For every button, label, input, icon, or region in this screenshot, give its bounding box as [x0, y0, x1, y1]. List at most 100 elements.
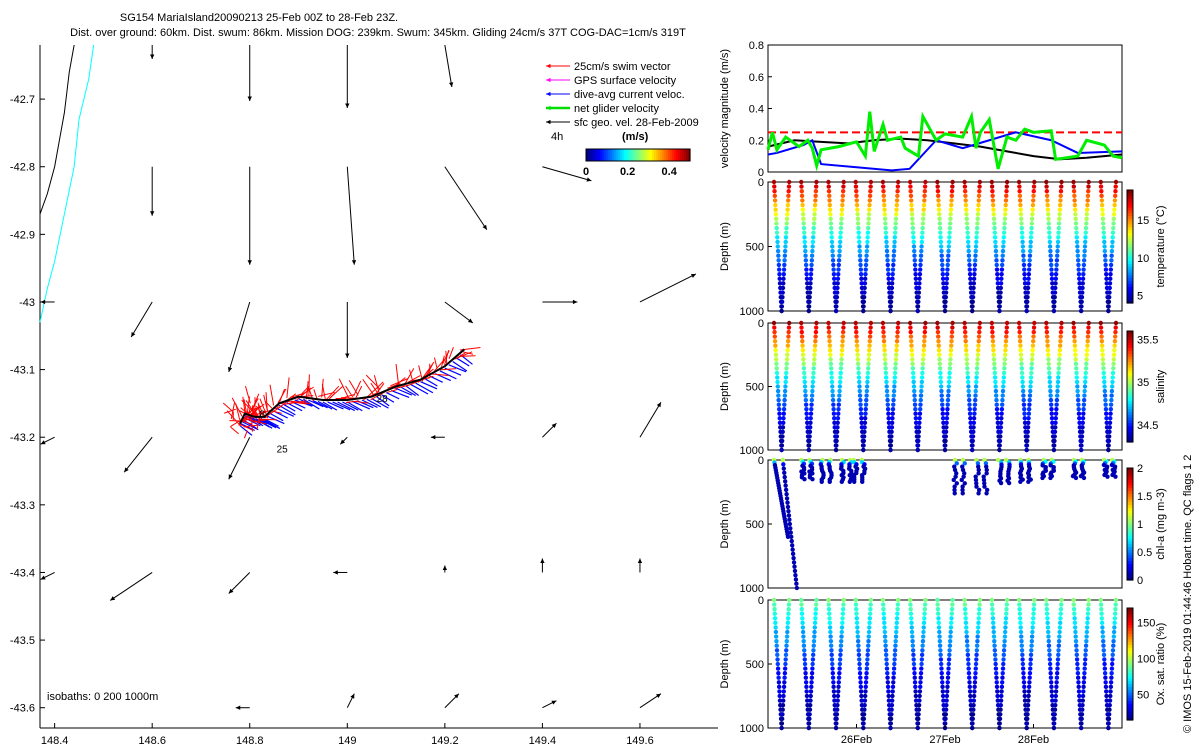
- oxygen-sample: [939, 675, 945, 680]
- salinity-colorbar-cell: [1127, 339, 1133, 343]
- temperature-sample: [1099, 198, 1105, 203]
- oxygen-sample: [1027, 670, 1033, 676]
- oxygen-sample: [801, 638, 806, 644]
- temperature-sample: [786, 184, 792, 189]
- oxygen-sample: [889, 698, 895, 703]
- oxygen-sample: [883, 643, 888, 648]
- temperature-sample: [1102, 248, 1108, 254]
- colorbar-cell: [628, 149, 631, 161]
- oxygen-colorbar-cell: [1127, 706, 1133, 710]
- salinity-colorbar-cell: [1127, 336, 1133, 340]
- oxygen-sample: [774, 638, 779, 644]
- temperature-sample: [1081, 267, 1086, 272]
- temperature-sample: [1098, 184, 1104, 189]
- temperature-colorbar-cell: [1127, 204, 1133, 208]
- oxygen-sample: [1100, 625, 1105, 630]
- oxygen-y-tick-label: 0: [758, 595, 764, 607]
- colorbar-cell: [674, 149, 677, 161]
- temperature-sample: [962, 179, 967, 185]
- swim-vector: [394, 384, 409, 390]
- oxygen-sample: [971, 707, 976, 712]
- salinity-sample: [1045, 343, 1050, 348]
- salinity-sample: [863, 406, 868, 412]
- oxygen-sample: [1049, 693, 1055, 699]
- temperature-sample: [976, 198, 981, 203]
- salinity-sample: [967, 397, 972, 403]
- sfc-geo-vector-head: [448, 82, 454, 87]
- legend-arrow-head: [546, 77, 551, 83]
- salinity-sample: [1053, 420, 1058, 425]
- temperature-sample: [922, 189, 928, 194]
- oxygen-sample: [800, 629, 806, 635]
- dac-vector: [282, 403, 296, 412]
- oxygen-sample: [853, 597, 858, 603]
- dac-vector: [386, 392, 400, 400]
- salinity-sample: [1046, 352, 1051, 357]
- oxygen-sample: [907, 597, 913, 603]
- chlorophyll-sample: [998, 480, 1004, 486]
- temperature-sample: [890, 267, 896, 272]
- oxygen-sample: [802, 648, 807, 653]
- temperature-sample: [807, 299, 812, 304]
- temperature-sample: [948, 207, 954, 212]
- oxygen-sample: [886, 689, 891, 694]
- oxygen-sample: [1028, 661, 1033, 667]
- salinity-sample: [841, 320, 846, 326]
- oxygen-sample: [1111, 629, 1117, 635]
- oxygen-sample: [1054, 680, 1059, 685]
- temperature-sample: [1049, 267, 1054, 272]
- chlorophyll-colorbar-cell: [1127, 468, 1133, 472]
- oxygen-sample: [973, 670, 978, 676]
- temperature-sample: [1046, 216, 1051, 222]
- salinity-sample: [962, 329, 968, 335]
- salinity-sample: [776, 393, 781, 398]
- oxygen-sample: [800, 625, 806, 630]
- oxygen-sample: [918, 670, 924, 676]
- salinity-sample: [804, 406, 809, 412]
- oxygen-sample: [776, 680, 782, 685]
- salinity-sample: [1025, 438, 1030, 444]
- oxygen-sample: [777, 693, 782, 699]
- temperature-sample: [840, 193, 846, 199]
- temperature-sample: [999, 271, 1004, 277]
- salinity-sample: [1057, 357, 1062, 362]
- salinity-sample: [840, 343, 845, 348]
- oxygen-sample: [964, 629, 969, 635]
- colorbar-cell: [656, 149, 659, 161]
- temperature-sample: [892, 244, 897, 249]
- salinity-sample: [919, 384, 924, 389]
- temperature-sample: [909, 212, 915, 217]
- salinity-sample: [1002, 366, 1007, 371]
- oxygen-sample: [918, 684, 923, 690]
- chlorophyll-sample: [982, 481, 987, 486]
- salinity-sample: [1048, 393, 1053, 398]
- chlorophyll-sample: [1113, 474, 1118, 479]
- oxygen-sample: [805, 698, 810, 703]
- salinity-sample: [1031, 329, 1036, 335]
- temperature-sample: [1085, 198, 1090, 203]
- sfc-geo-vector-head: [572, 299, 578, 305]
- chlorophyll-sample: [982, 484, 987, 489]
- salinity-sample: [867, 343, 872, 348]
- temperature-sample: [1028, 248, 1033, 254]
- oxygen-sample: [834, 712, 840, 717]
- temperature-colorbar-cell: [1127, 297, 1133, 301]
- oxygen-sample: [783, 657, 788, 662]
- swim-vector: [387, 389, 398, 393]
- temperature-sample: [1111, 216, 1117, 222]
- temperature-sample: [1053, 271, 1059, 277]
- temperature-sample: [1026, 276, 1031, 281]
- oxygen-sample: [830, 675, 836, 680]
- salinity-colorbar-cell: [1127, 433, 1133, 438]
- oxygen-sample: [916, 702, 922, 708]
- temperature-sample: [1056, 230, 1061, 235]
- oxygen-sample: [968, 693, 973, 699]
- temperature-sample: [1001, 239, 1006, 245]
- sfc-geo-vector-head: [333, 570, 338, 575]
- temperature-sample: [1083, 230, 1088, 235]
- salinity-sample: [977, 320, 983, 326]
- salinity-sample: [993, 384, 998, 389]
- legend-entry-label: 25cm/s swim vector: [574, 61, 671, 73]
- oxygen-colorbar-cell: [1127, 630, 1133, 634]
